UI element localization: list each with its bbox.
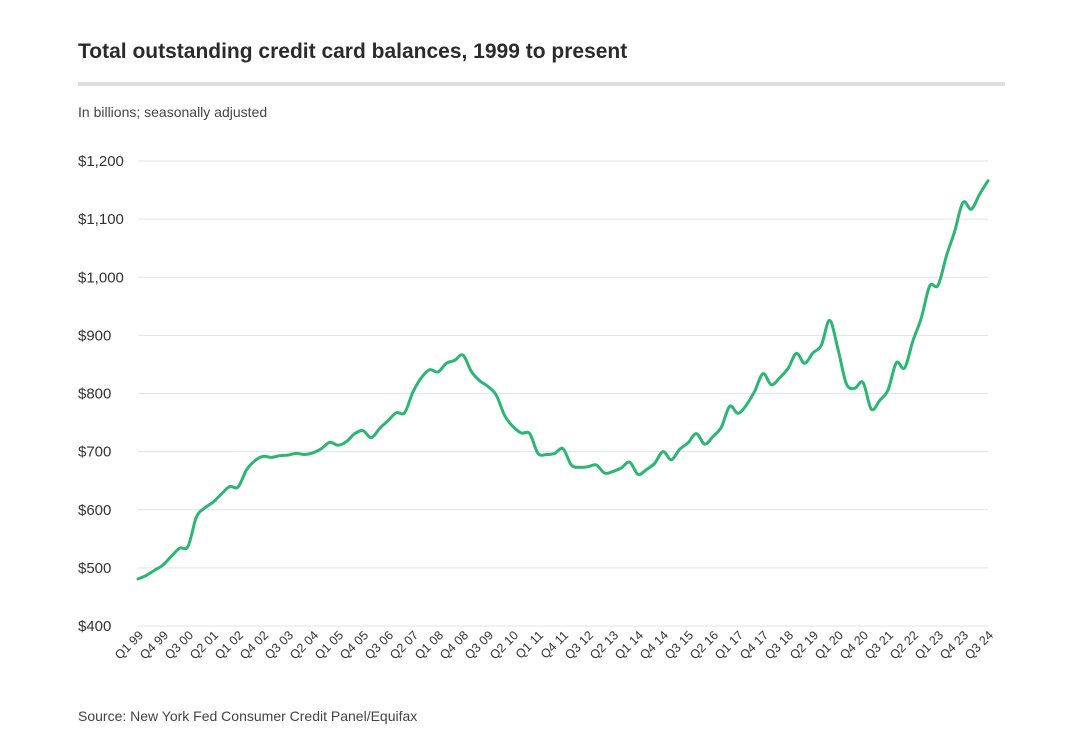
y-tick-label: $500 xyxy=(78,560,111,577)
gridlines xyxy=(138,160,988,627)
x-tick-label: Q3 24 xyxy=(962,628,996,662)
y-tick-label: $900 xyxy=(78,327,111,344)
y-tick-label: $1,200 xyxy=(78,153,124,170)
chart-subtitle: In billions; seasonally adjusted xyxy=(78,104,268,120)
x-tick-label: Q2 10 xyxy=(487,628,521,662)
y-tick-label: $800 xyxy=(78,386,111,403)
x-tick-label: Q1 11 xyxy=(513,628,546,661)
balance-line xyxy=(136,179,990,581)
y-tick-label: $1,000 xyxy=(78,269,124,286)
source-note: Source: New York Fed Consumer Credit Pan… xyxy=(78,708,418,724)
y-tick-label: $700 xyxy=(78,444,111,461)
y-axis-labels: $1,200 $1,100 $1,000 $900 $800 $700 $600 $500 $4… xyxy=(78,153,124,635)
y-tick-label: $600 xyxy=(78,502,111,519)
y-tick-label: $1,100 xyxy=(78,211,124,228)
y-tick-label: $400 xyxy=(78,618,111,635)
title-divider xyxy=(78,82,1005,86)
chart-title: Total outstanding credit card balances, … xyxy=(78,40,628,63)
